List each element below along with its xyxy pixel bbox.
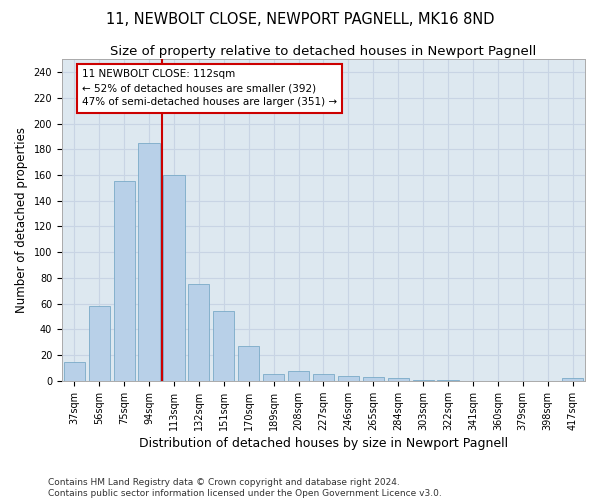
Bar: [139, 143, 160, 381]
Bar: [388, 378, 409, 381]
Bar: [113, 182, 135, 381]
Text: 11, NEWBOLT CLOSE, NEWPORT PAGNELL, MK16 8ND: 11, NEWBOLT CLOSE, NEWPORT PAGNELL, MK16…: [106, 12, 494, 28]
Bar: [413, 380, 434, 381]
Text: 11 NEWBOLT CLOSE: 112sqm
← 52% of detached houses are smaller (392)
47% of semi-: 11 NEWBOLT CLOSE: 112sqm ← 52% of detach…: [82, 70, 337, 108]
Bar: [437, 380, 458, 381]
Bar: [238, 346, 259, 381]
Bar: [288, 370, 309, 381]
Title: Size of property relative to detached houses in Newport Pagnell: Size of property relative to detached ho…: [110, 45, 536, 58]
Bar: [89, 306, 110, 381]
Bar: [163, 175, 185, 381]
Bar: [64, 362, 85, 381]
Bar: [362, 377, 384, 381]
Bar: [188, 284, 209, 381]
Text: Contains HM Land Registry data © Crown copyright and database right 2024.
Contai: Contains HM Land Registry data © Crown c…: [48, 478, 442, 498]
Bar: [313, 374, 334, 381]
Bar: [338, 376, 359, 381]
Bar: [263, 374, 284, 381]
Bar: [213, 312, 235, 381]
Y-axis label: Number of detached properties: Number of detached properties: [15, 127, 28, 313]
Bar: [562, 378, 583, 381]
X-axis label: Distribution of detached houses by size in Newport Pagnell: Distribution of detached houses by size …: [139, 437, 508, 450]
